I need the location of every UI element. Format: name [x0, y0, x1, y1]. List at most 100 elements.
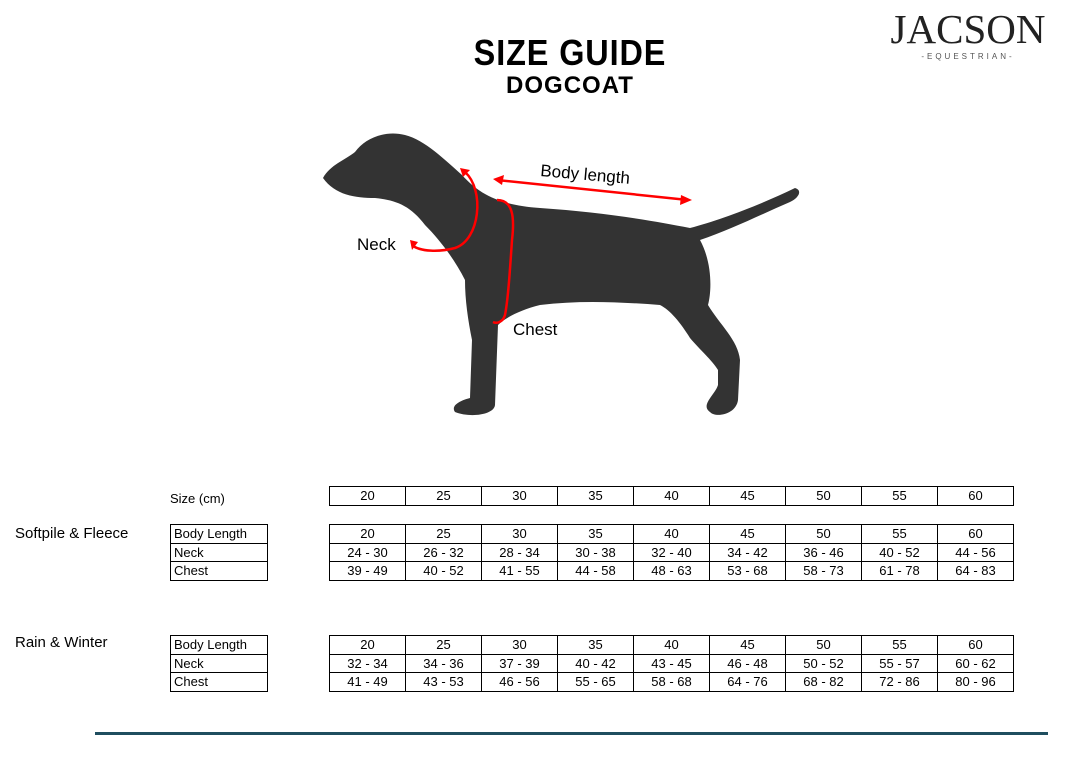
size-values-table: 20 25 30 35 40 45 50 55 60 32 - 34 34 - 36 37 - 39 4…: [329, 635, 1014, 692]
chest-arrow: [492, 198, 515, 324]
table-row: Neck: [170, 542, 268, 562]
measurement-arrows: [411, 171, 689, 324]
size-cell: 40: [633, 486, 710, 506]
table-cell: 60 - 62: [937, 653, 1014, 673]
table-cell: 64 - 83: [937, 561, 1014, 581]
table-cell: 64 - 76: [709, 672, 786, 692]
label-body-length: Body length: [540, 161, 631, 188]
row-label: Body Length: [170, 635, 268, 655]
table-cell: 20: [329, 635, 406, 655]
size-cell: 55: [861, 486, 938, 506]
arrowheads: [410, 168, 692, 250]
row-label: Neck: [170, 542, 268, 562]
table-row: Chest: [170, 561, 268, 581]
table-cell: 36 - 46: [785, 542, 862, 562]
table-row: Chest: [170, 672, 268, 692]
table-cell: 60: [937, 524, 1014, 544]
table-row: 24 - 30 26 - 32 28 - 34 30 - 38 32 - 40 34 - …: [329, 542, 1014, 562]
page-subtitle: DOGCOAT: [506, 72, 634, 99]
label-neck: Neck: [357, 235, 396, 254]
table-cell: 40 - 52: [405, 561, 482, 581]
table-cell: 28 - 34: [481, 542, 558, 562]
table-cell: 61 - 78: [861, 561, 938, 581]
table-row: Body Length: [170, 524, 268, 544]
table-cell: 45: [709, 635, 786, 655]
table-cell: 40 - 42: [557, 653, 634, 673]
table-cell: 60: [937, 635, 1014, 655]
table-cell: 25: [405, 635, 482, 655]
section-title: Softpile & Fleece: [15, 525, 129, 542]
table-cell: 46 - 48: [709, 653, 786, 673]
table-cell: 35: [557, 635, 634, 655]
row-label-table: Body Length Neck Chest: [170, 524, 268, 581]
row-label: Body Length: [170, 524, 268, 544]
table-row: 39 - 49 40 - 52 41 - 55 44 - 58 48 - 63 53 - …: [329, 561, 1014, 581]
table-cell: 48 - 63: [633, 561, 710, 581]
footer-divider: [95, 732, 1048, 735]
table-cell: 55: [861, 635, 938, 655]
table-cell: 55 - 57: [861, 653, 938, 673]
table-cell: 34 - 36: [405, 653, 482, 673]
table-cell: 30 - 38: [557, 542, 634, 562]
table-row: Neck: [170, 653, 268, 673]
table-cell: 58 - 68: [633, 672, 710, 692]
size-row: 20 25 30 35 40 45 50 55 60: [329, 486, 1014, 506]
size-label: Size (cm): [170, 491, 225, 506]
label-chest: Chest: [513, 320, 558, 339]
size-values-table: 20 25 30 35 40 45 50 55 60 24 - 30 26 - 32 28 - 34 3…: [329, 524, 1014, 581]
dog-silhouette: [323, 133, 800, 416]
table-row: 20 25 30 35 40 45 50 55 60: [329, 524, 1014, 544]
table-cell: 50 - 52: [785, 653, 862, 673]
logo-tagline: -EQUESTRIAN-: [921, 52, 1015, 61]
size-cell: 20: [329, 486, 406, 506]
table-cell: 50: [785, 635, 862, 655]
table-row: 20 25 30 35 40 45 50 55 60: [329, 635, 1014, 655]
page-title: SIZE GUIDE: [473, 32, 667, 73]
body-length-arrow: [496, 178, 689, 202]
table-cell: 40 - 52: [861, 542, 938, 562]
table-cell: 32 - 40: [633, 542, 710, 562]
row-label: Chest: [170, 561, 268, 581]
table-cell: 43 - 45: [633, 653, 710, 673]
table-cell: 41 - 55: [481, 561, 558, 581]
table-cell: 39 - 49: [329, 561, 406, 581]
table-cell: 40: [633, 524, 710, 544]
size-cell: 30: [481, 486, 558, 506]
size-cell: 60: [937, 486, 1014, 506]
table-cell: 26 - 32: [405, 542, 482, 562]
table-cell: 40: [633, 635, 710, 655]
table-cell: 46 - 56: [481, 672, 558, 692]
size-cell: 35: [557, 486, 634, 506]
table-cell: 55: [861, 524, 938, 544]
size-cell: 50: [785, 486, 862, 506]
table-cell: 25: [405, 524, 482, 544]
table-cell: 45: [709, 524, 786, 544]
table-cell: 68 - 82: [785, 672, 862, 692]
table-cell: 37 - 39: [481, 653, 558, 673]
neck-arrow: [411, 171, 479, 252]
row-label: Neck: [170, 653, 268, 673]
row-label-table: Body Length Neck Chest: [170, 635, 268, 692]
table-cell: 30: [481, 635, 558, 655]
section-title: Rain & Winter: [15, 634, 108, 651]
table-cell: 32 - 34: [329, 653, 406, 673]
table-cell: 55 - 65: [557, 672, 634, 692]
table-cell: 80 - 96: [937, 672, 1014, 692]
row-label: Chest: [170, 672, 268, 692]
table-cell: 30: [481, 524, 558, 544]
table-row: 41 - 49 43 - 53 46 - 56 55 - 65 58 - 68 64 - …: [329, 672, 1014, 692]
size-cell: 25: [405, 486, 482, 506]
table-cell: 43 - 53: [405, 672, 482, 692]
table-row: 32 - 34 34 - 36 37 - 39 40 - 42 43 - 45 46 - …: [329, 653, 1014, 673]
table-cell: 35: [557, 524, 634, 544]
table-cell: 72 - 86: [861, 672, 938, 692]
size-cell: 45: [709, 486, 786, 506]
size-table: 20 25 30 35 40 45 50 55 60: [329, 486, 1014, 506]
dog-diagram: Body length Neck Chest: [323, 133, 800, 416]
table-cell: 24 - 30: [329, 542, 406, 562]
logo-name: JACSON: [890, 6, 1046, 52]
brand-logo: JACSON -EQUESTRIAN-: [884, 8, 1052, 62]
table-cell: 50: [785, 524, 862, 544]
table-cell: 20: [329, 524, 406, 544]
table-cell: 44 - 58: [557, 561, 634, 581]
